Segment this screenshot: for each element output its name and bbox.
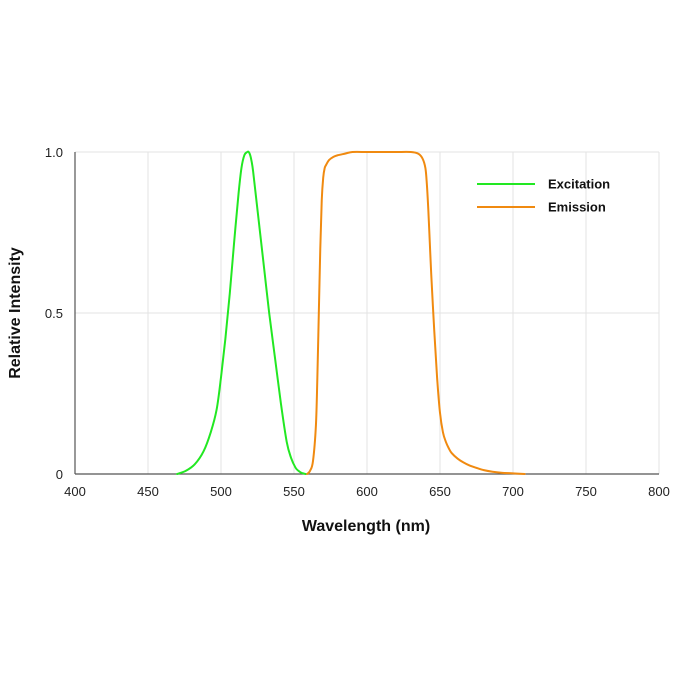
y-tick-label: 0.5 [45,306,63,321]
x-tick-label: 400 [64,484,86,499]
legend-label-emission: Emission [548,200,606,215]
x-tick-label: 700 [502,484,524,499]
y-axis-title: Relative Intensity [7,247,24,379]
x-tick-label: 600 [356,484,378,499]
x-axis-title: Wavelength (nm) [302,518,430,535]
series-line-excitation [176,150,307,475]
x-tick-label: 800 [648,484,670,499]
series-line-emission [306,150,526,475]
x-tick-label: 750 [575,484,597,499]
y-tick-label: 0 [56,467,63,482]
series-lines [176,150,526,475]
axes [74,152,659,475]
x-tick-label: 650 [429,484,451,499]
grid [75,151,660,474]
x-tick-label: 450 [137,484,159,499]
tick-labels: 400 450 500 550 600 650 700 750 800 0 0.5 1.0 [45,145,670,499]
legend: Excitation Emission [477,177,610,215]
x-tick-label: 500 [210,484,232,499]
legend-label-excitation: Excitation [548,177,610,192]
x-tick-label: 550 [283,484,305,499]
y-tick-label: 1.0 [45,145,63,160]
